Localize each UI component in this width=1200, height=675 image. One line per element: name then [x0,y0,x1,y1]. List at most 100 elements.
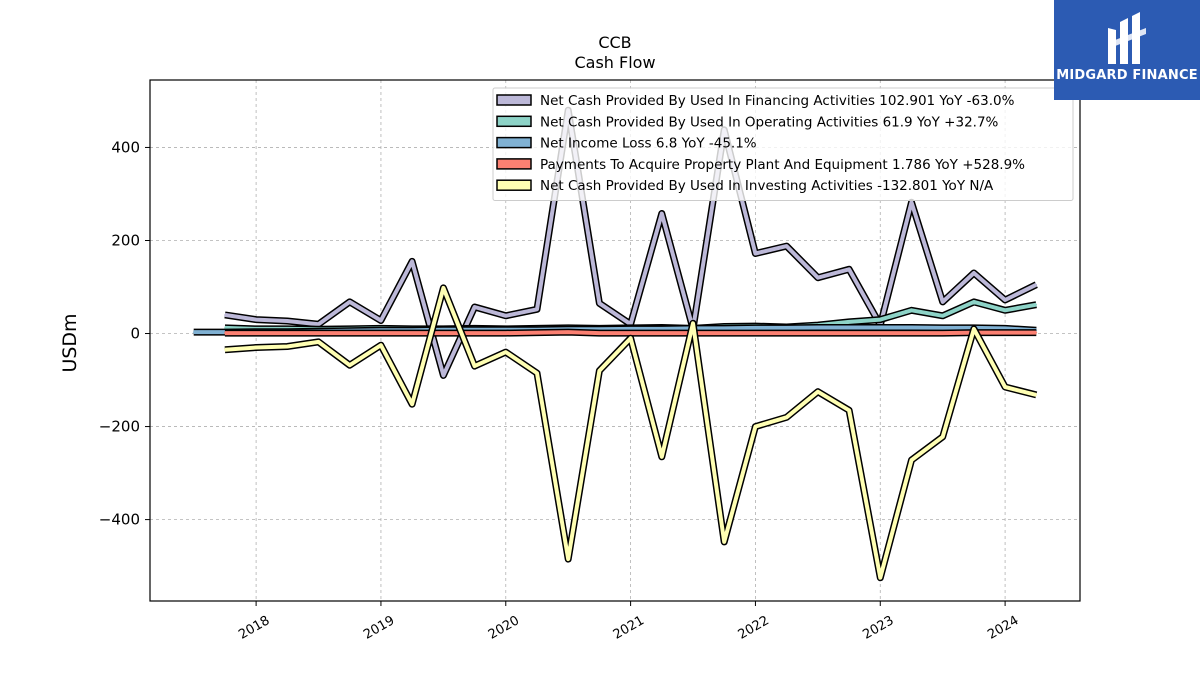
chart-subtitle: Cash Flow [574,53,655,72]
legend-swatch [496,115,532,128]
data-point [317,341,320,343]
data-point [785,245,788,247]
data-point [848,268,850,271]
data-point [817,332,819,334]
legend-swatch [496,136,532,149]
data-point [785,332,788,334]
data-point [317,323,320,326]
data-point [504,351,507,353]
legend-swatch [496,179,532,191]
data-point [629,337,632,339]
legend: Net Cash Provided By Used In Financing A… [492,87,1074,201]
data-point [380,344,382,346]
data-point [941,301,944,303]
data-point [1004,299,1006,301]
data-point [661,332,663,334]
legend-swatch [496,94,532,106]
data-point [879,332,882,334]
data-point [567,331,569,333]
data-point [536,308,538,311]
y-axis-ticks: 400 200 0 −200 −400 [99,138,150,529]
data-point [411,403,413,406]
brand-name: MIDGARD FINANCE [1056,68,1198,83]
midgard-logo-icon [1108,12,1146,64]
legend-label: Net Cash Provided By Used In Financing A… [540,93,1015,109]
data-point [629,332,632,334]
chart-title: CCB [598,33,631,52]
y-tick-label: −400 [99,511,140,529]
data-point [473,365,476,367]
data-point [910,309,913,312]
data-point [598,302,601,305]
data-point [848,332,850,334]
data-point [785,416,788,419]
data-point [567,558,569,560]
data-point [255,346,257,349]
data-point [348,301,351,303]
data-point [598,369,601,372]
data-point [442,287,445,289]
data-point [629,328,632,330]
data-point [255,332,257,334]
data-point [754,332,757,334]
data-point [754,252,757,255]
data-point [380,332,382,334]
data-point [536,331,538,334]
data-point [1004,331,1006,334]
x-tick-label: 2021 [611,613,647,643]
data-point [817,390,819,393]
data-point [192,331,195,333]
data-point [817,326,819,329]
data-point [504,332,507,334]
data-point [1004,386,1006,388]
data-point [1035,303,1038,306]
data-point [661,455,663,458]
x-tick-label: 2019 [361,613,397,643]
legend-label: Net Cash Provided By Used In Investing A… [540,178,994,194]
legend-swatch [496,158,532,170]
data-point [848,326,850,329]
data-point [879,326,882,329]
data-point [504,315,507,317]
data-point [723,332,726,334]
data-point [598,332,601,334]
data-point [879,318,882,321]
data-point [941,327,944,329]
data-point [973,328,975,330]
data-point [973,272,975,274]
data-point [910,332,913,334]
legend-label: Net Income Loss 6.8 YoY -45.1% [540,136,757,152]
data-point [754,327,757,329]
y-tick-label: 400 [111,138,140,156]
data-point [1035,394,1038,396]
x-axis-ticks: 2018 2019 2020 2021 2022 2023 2024 [236,601,1021,643]
data-point [723,327,726,330]
y-tick-label: 200 [111,231,140,249]
data-point [1035,331,1038,334]
x-tick-label: 2020 [486,613,522,643]
data-point [941,332,944,334]
data-point [661,328,663,330]
x-tick-label: 2023 [860,613,896,643]
data-point [785,327,788,329]
data-point [442,374,445,377]
brand-logo: MIDGARD FINANCE [1054,0,1200,100]
data-point [723,541,726,543]
y-axis-label: USDm [59,313,81,372]
data-point [692,322,694,325]
data-point [224,327,226,329]
data-point [1035,283,1038,286]
data-point [473,332,476,334]
data-point [442,332,445,334]
data-point [224,332,226,334]
data-point [1004,309,1006,312]
data-point [910,459,913,461]
data-point [286,320,289,322]
legend-label: Payments To Acquire Property Plant And E… [540,157,1025,173]
x-tick-label: 2018 [236,613,272,643]
data-point [879,576,882,579]
data-point [661,212,663,215]
data-point [1004,327,1006,330]
x-tick-label: 2022 [736,613,772,643]
